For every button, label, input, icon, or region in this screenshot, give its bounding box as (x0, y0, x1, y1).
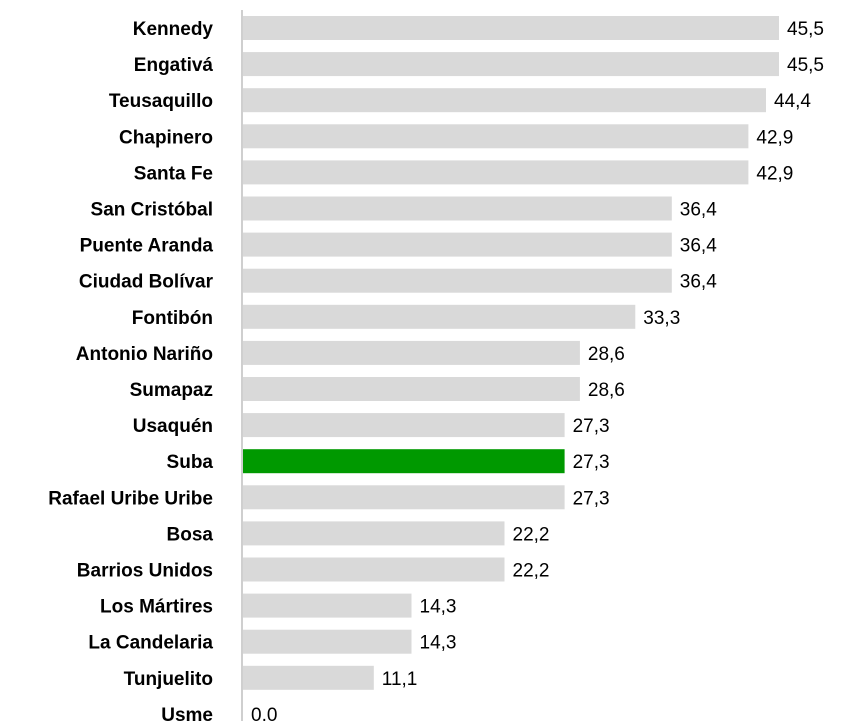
value-label-teusaquillo: 44,4 (774, 91, 811, 112)
value-label-usaquen: 27,3 (573, 416, 610, 437)
category-label-chapinero: Chapinero (119, 127, 213, 148)
bar-santa-fe (243, 160, 749, 185)
bar-tunjuelito (243, 665, 374, 690)
value-label-barrios-unidos: 22,2 (513, 561, 550, 582)
bar-ciudad-bolivar (243, 268, 672, 293)
value-label-la-candelaria: 14,3 (420, 633, 457, 654)
category-label-sumapaz: Sumapaz (130, 380, 213, 401)
value-label-chapinero: 42,9 (756, 127, 793, 148)
category-label-ciudad-bolivar: Ciudad Bolívar (79, 272, 214, 293)
bar-usaquen (243, 413, 565, 438)
category-label-barrios-unidos: Barrios Unidos (77, 561, 213, 582)
category-label-puente-aranda: Puente Aranda (80, 236, 214, 257)
bar-fontibon (243, 304, 636, 329)
category-label-santa-fe: Santa Fe (134, 163, 213, 184)
bar-los-martires (243, 593, 412, 618)
category-label-fontibon: Fontibón (132, 308, 213, 329)
value-label-los-martires: 14,3 (420, 597, 457, 618)
bar-bosa (243, 521, 505, 546)
category-label-kennedy: Kennedy (133, 19, 214, 40)
category-label-engativa: Engativá (134, 55, 214, 76)
value-label-rafael-uribe-uribe: 27,3 (573, 488, 610, 509)
category-label-antonio-narino: Antonio Nariño (76, 344, 213, 365)
bar-la-candelaria (243, 629, 412, 654)
bar-sumapaz (243, 377, 580, 401)
value-label-sumapaz: 28,6 (588, 380, 625, 401)
value-label-kennedy: 45,5 (787, 19, 824, 40)
category-label-san-cristobal: San Cristóbal (91, 200, 213, 221)
value-label-usme: 0,0 (251, 705, 277, 721)
category-label-teusaquillo: Teusaquillo (109, 91, 213, 112)
bar-san-cristobal (243, 196, 672, 221)
bar-chapinero (243, 124, 749, 149)
category-label-bosa: Bosa (167, 524, 214, 545)
value-labels-group: 45,545,544,442,942,936,436,436,433,328,6… (251, 19, 824, 721)
category-label-rafael-uribe-uribe: Rafael Uribe Uribe (48, 488, 213, 509)
value-label-fontibon: 33,3 (643, 308, 680, 329)
value-label-santa-fe: 42,9 (756, 163, 793, 184)
category-label-los-martires: Los Mártires (100, 597, 213, 618)
value-label-san-cristobal: 36,4 (680, 200, 717, 221)
bar-rafael-uribe-uribe (243, 485, 565, 510)
value-label-tunjuelito: 11,1 (382, 669, 418, 690)
value-label-engativa: 45,5 (787, 55, 824, 76)
value-label-antonio-narino: 28,6 (588, 344, 625, 365)
category-label-usaquen: Usaquén (133, 416, 213, 437)
bar-teusaquillo (243, 88, 766, 113)
bar-barrios-unidos (243, 557, 505, 582)
bar-antonio-narino (243, 340, 580, 365)
value-label-puente-aranda: 36,4 (680, 236, 717, 257)
category-label-la-candelaria: La Candelaria (88, 633, 213, 654)
bar-engativa (243, 52, 779, 77)
bar-suba (243, 449, 565, 474)
value-label-bosa: 22,2 (513, 524, 550, 545)
bars-group (243, 16, 779, 690)
value-label-suba: 27,3 (573, 452, 610, 473)
category-label-suba: Suba (167, 452, 214, 473)
bar-puente-aranda (243, 232, 672, 257)
category-label-usme: Usme (161, 705, 213, 721)
category-label-tunjuelito: Tunjuelito (124, 669, 213, 690)
value-label-ciudad-bolivar: 36,4 (680, 272, 717, 293)
bar-kennedy (243, 16, 779, 40)
category-labels-group: Kennedy Engativá Teusaquillo Chapinero Santa… (48, 19, 213, 721)
